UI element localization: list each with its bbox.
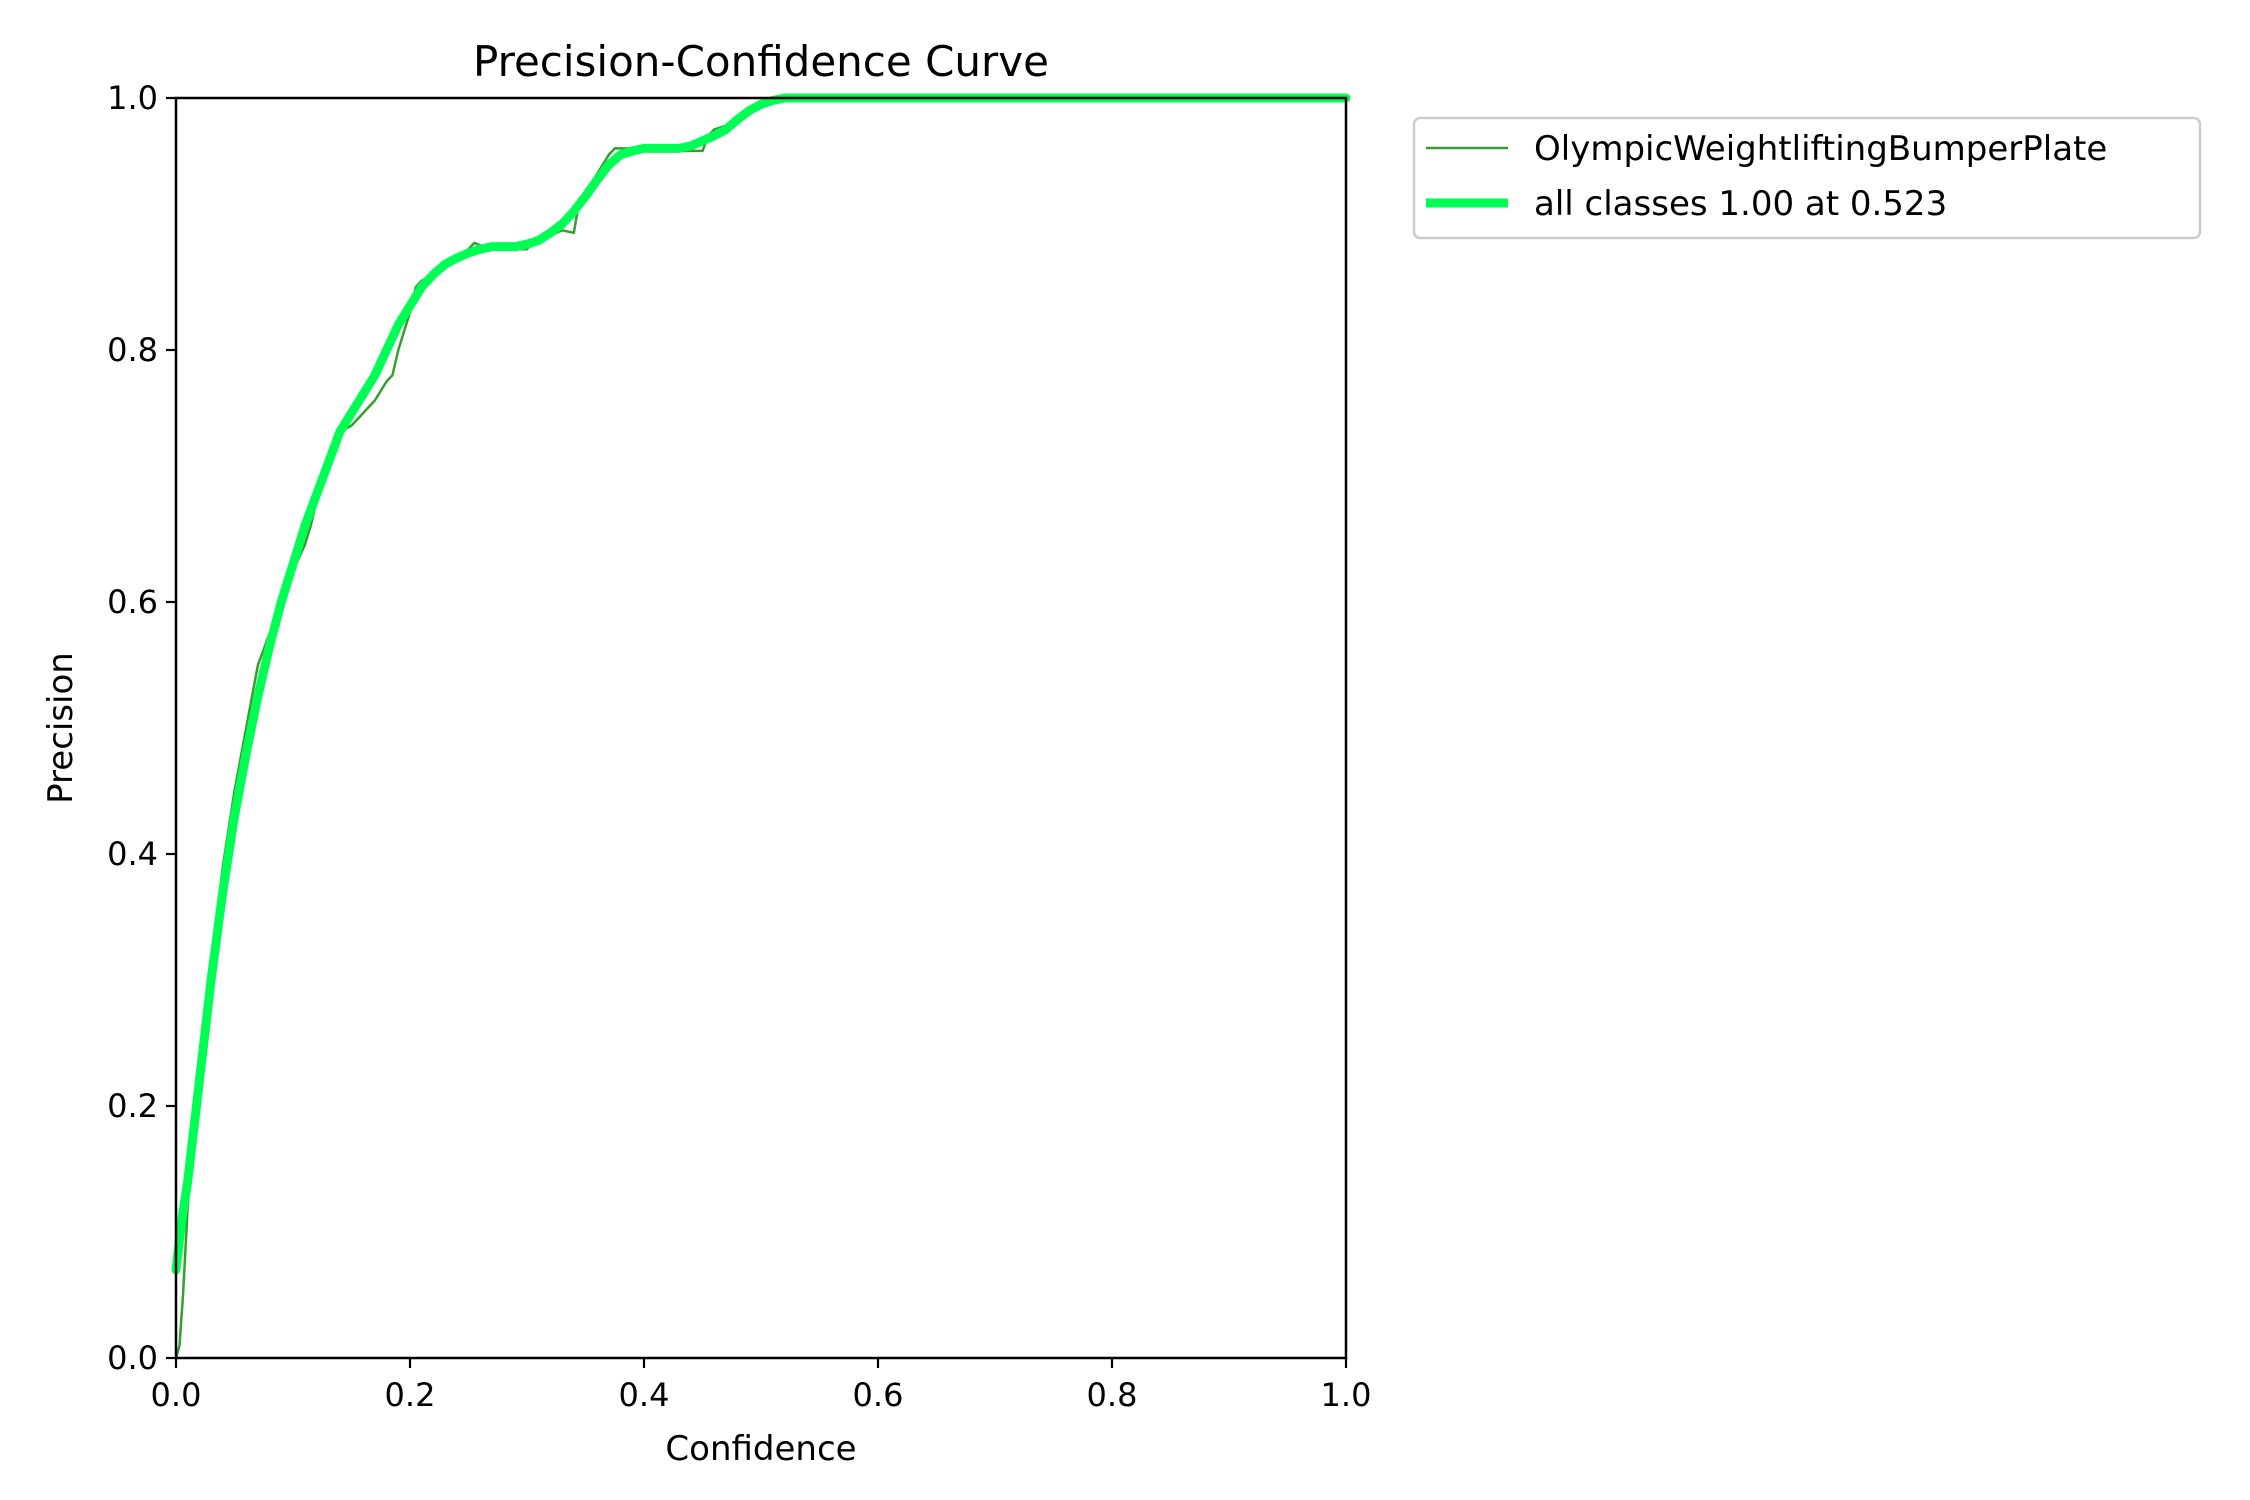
- x-axis-ticks: 0.0 0.2 0.4 0.6 0.8 1.0: [151, 1358, 1372, 1414]
- x-tick-label: 0.2: [385, 1376, 436, 1414]
- series-lines: [171, 93, 1351, 1360]
- y-tick-label: 0.2: [107, 1087, 158, 1125]
- x-axis-label: Confidence: [665, 1429, 856, 1469]
- x-tick-label: 0.6: [853, 1376, 904, 1414]
- legend: OlympicWeightliftingBumperPlate all class…: [1412, 116, 2202, 240]
- plot-frame: [174, 96, 1348, 1360]
- legend-entries: OlympicWeightliftingBumperPlate all class…: [1426, 129, 2107, 224]
- y-tick-label: 0.8: [107, 331, 158, 369]
- y-tick-label: 0.6: [107, 583, 158, 621]
- x-tick-label: 1.0: [1321, 1376, 1372, 1414]
- series-line-all-classes: [171, 93, 1351, 1275]
- y-tick-label: 1.0: [107, 79, 158, 117]
- chart-title: Precision-Confidence Curve: [473, 37, 1049, 86]
- y-tick-label: 0.0: [107, 1339, 158, 1377]
- legend-box: [1412, 116, 2202, 240]
- x-tick-label: 0.0: [151, 1376, 202, 1414]
- y-tick-label: 0.4: [107, 835, 158, 873]
- x-tick-label: 0.8: [1087, 1376, 1138, 1414]
- y-axis-label: Precision: [41, 652, 81, 804]
- legend-label: OlympicWeightliftingBumperPlate: [1534, 129, 2107, 169]
- y-axis-ticks: 0.0 0.2 0.4 0.6 0.8 1.0: [107, 79, 176, 1377]
- legend-label: all classes 1.00 at 0.523: [1534, 184, 1947, 224]
- x-tick-label: 0.4: [619, 1376, 670, 1414]
